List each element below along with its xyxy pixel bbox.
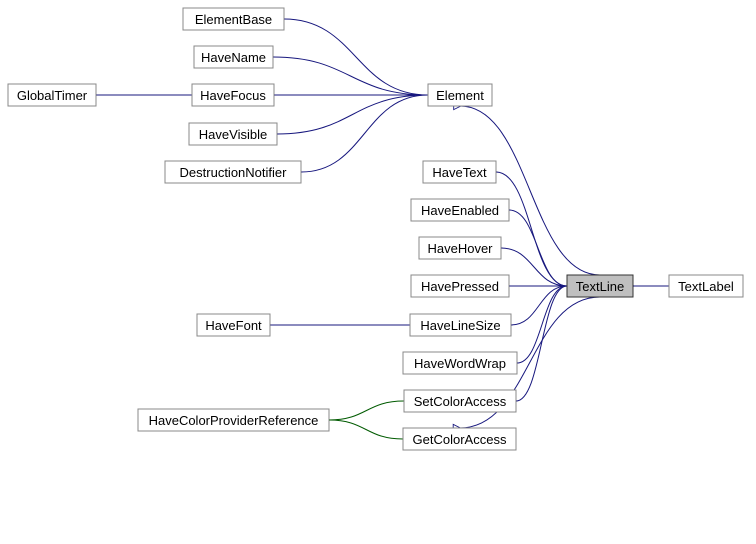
node-label: ElementBase bbox=[195, 12, 272, 27]
node-HaveVisible[interactable]: HaveVisible bbox=[189, 123, 277, 145]
node-label: HaveLineSize bbox=[420, 318, 500, 333]
node-HaveText[interactable]: HaveText bbox=[423, 161, 496, 183]
edge-TextLine-HaveWordWrap bbox=[517, 286, 567, 363]
edge-Element-ElementBase bbox=[284, 19, 428, 95]
node-label: HaveVisible bbox=[199, 127, 267, 142]
node-Element[interactable]: Element bbox=[428, 84, 492, 106]
edge-Element-HaveVisible bbox=[277, 95, 428, 134]
node-label: HaveColorProviderReference bbox=[149, 413, 319, 428]
edge-TextLine-SetColorAccess bbox=[516, 286, 567, 401]
edge-TextLine-HaveLineSize bbox=[511, 286, 567, 325]
node-label: HaveHover bbox=[427, 241, 493, 256]
node-TextLine[interactable]: TextLine bbox=[567, 275, 633, 297]
node-label: HaveText bbox=[432, 165, 487, 180]
node-ElementBase[interactable]: ElementBase bbox=[183, 8, 284, 30]
node-label: HavePressed bbox=[421, 279, 499, 294]
edge-TextLine-HaveText bbox=[496, 172, 567, 286]
node-label: TextLabel bbox=[678, 279, 734, 294]
node-DestructionNotifier[interactable]: DestructionNotifier bbox=[165, 161, 301, 183]
node-label: GlobalTimer bbox=[17, 88, 88, 103]
nodes-layer: ElementBase HaveName GlobalTimer HaveFocus H… bbox=[8, 8, 743, 450]
node-TextLabel[interactable]: TextLabel bbox=[669, 275, 743, 297]
node-HaveEnabled[interactable]: HaveEnabled bbox=[411, 199, 509, 221]
node-HaveHover[interactable]: HaveHover bbox=[419, 237, 501, 259]
node-label: HaveName bbox=[201, 50, 266, 65]
node-HaveWordWrap[interactable]: HaveWordWrap bbox=[403, 352, 517, 374]
edge-TextLine-HaveHover bbox=[501, 248, 567, 286]
edges-layer bbox=[96, 19, 669, 439]
node-label: TextLine bbox=[576, 279, 624, 294]
edge-Element-HaveName bbox=[273, 57, 428, 95]
node-label: HaveFont bbox=[205, 318, 262, 333]
edge-GetColorAccess-HaveColorProviderReference bbox=[329, 420, 403, 439]
node-label: Element bbox=[436, 88, 484, 103]
node-label: HaveWordWrap bbox=[414, 356, 506, 371]
node-SetColorAccess[interactable]: SetColorAccess bbox=[404, 390, 516, 412]
edge-Element-DestructionNotifier bbox=[301, 95, 428, 172]
node-label: HaveFocus bbox=[200, 88, 266, 103]
node-HaveName[interactable]: HaveName bbox=[194, 46, 273, 68]
node-HaveFont[interactable]: HaveFont bbox=[197, 314, 270, 336]
node-GetColorAccess[interactable]: GetColorAccess bbox=[403, 428, 516, 450]
node-HavePressed[interactable]: HavePressed bbox=[411, 275, 509, 297]
node-HaveFocus[interactable]: HaveFocus bbox=[192, 84, 274, 106]
node-label: HaveEnabled bbox=[421, 203, 499, 218]
node-label: SetColorAccess bbox=[414, 394, 507, 409]
node-GlobalTimer[interactable]: GlobalTimer bbox=[8, 84, 96, 106]
node-label: GetColorAccess bbox=[413, 432, 507, 447]
node-label: DestructionNotifier bbox=[180, 165, 288, 180]
node-HaveColorProviderReference[interactable]: HaveColorProviderReference bbox=[138, 409, 329, 431]
edge-SetColorAccess-HaveColorProviderReference bbox=[329, 401, 404, 420]
node-HaveLineSize[interactable]: HaveLineSize bbox=[410, 314, 511, 336]
inheritance-diagram: ElementBase HaveName GlobalTimer HaveFocus H… bbox=[0, 0, 756, 544]
